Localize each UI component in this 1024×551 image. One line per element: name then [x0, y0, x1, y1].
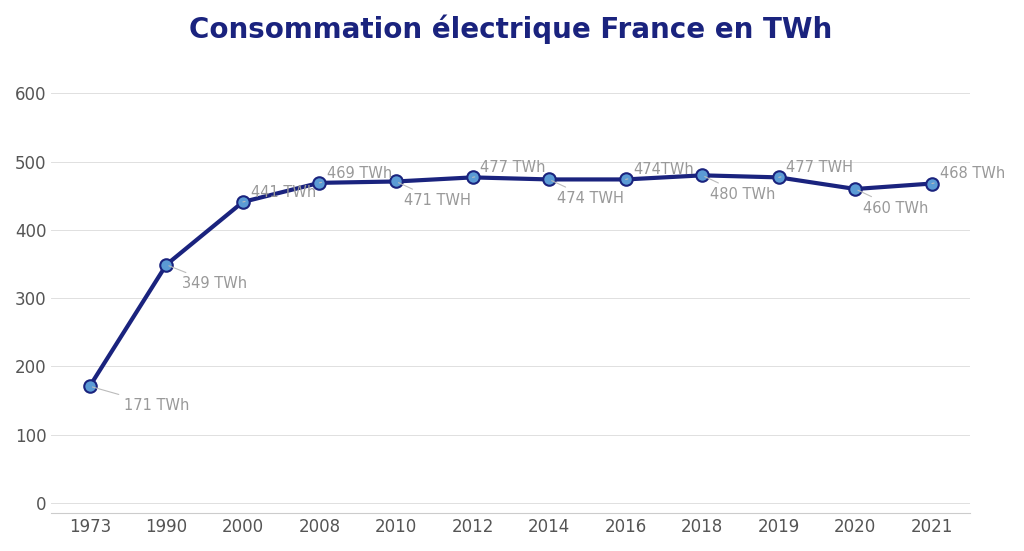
Text: 474TWh: 474TWh	[626, 163, 694, 180]
Text: 349 TWh: 349 TWh	[169, 266, 247, 291]
Text: 471 TWH: 471 TWH	[398, 183, 471, 208]
Point	[158, 260, 174, 269]
Text: 441 TWh: 441 TWh	[243, 185, 315, 202]
Text: 480 TWh: 480 TWh	[705, 176, 775, 202]
Point	[311, 179, 328, 187]
Text: 468 TWh: 468 TWh	[932, 166, 1005, 183]
Text: 474 TWH: 474 TWH	[552, 181, 624, 206]
Point	[847, 185, 863, 193]
Text: 477 TWH: 477 TWH	[779, 160, 853, 177]
Point	[924, 179, 940, 188]
Point	[694, 171, 711, 180]
Point	[464, 173, 480, 182]
Point	[234, 198, 251, 207]
Point	[388, 177, 404, 186]
Point	[541, 175, 557, 184]
Text: 477 TWh: 477 TWh	[472, 160, 546, 177]
Text: 460 TWh: 460 TWh	[858, 190, 929, 215]
Point	[617, 175, 634, 184]
Title: Consommation électrique France en TWh: Consommation électrique France en TWh	[189, 15, 833, 45]
Text: 171 TWh: 171 TWh	[92, 387, 189, 413]
Point	[82, 382, 98, 391]
Text: 469 TWh: 469 TWh	[319, 166, 392, 183]
Point	[771, 173, 787, 182]
